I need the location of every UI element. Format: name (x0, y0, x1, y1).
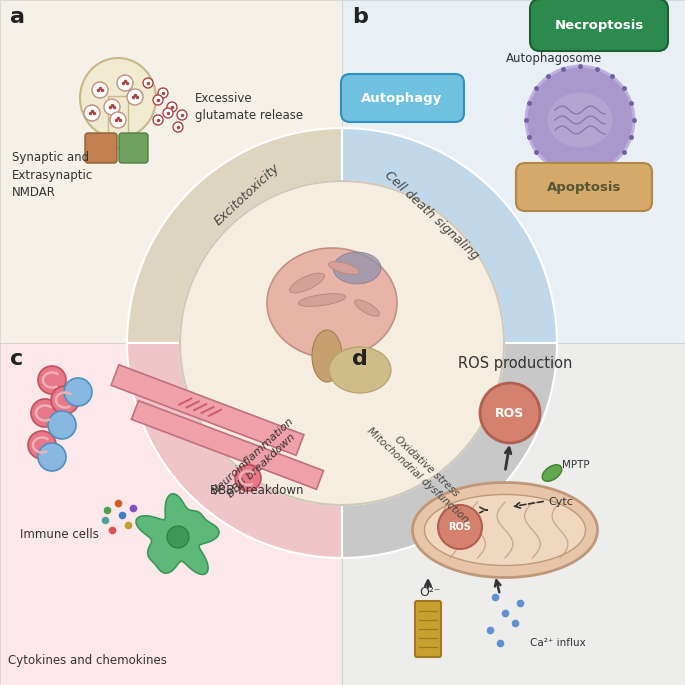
Text: BBB breakdown: BBB breakdown (210, 484, 303, 497)
FancyBboxPatch shape (85, 133, 117, 163)
Circle shape (104, 99, 120, 115)
Text: MPTP: MPTP (562, 460, 590, 470)
Circle shape (143, 78, 153, 88)
Text: Excessive
glutamate release: Excessive glutamate release (195, 92, 303, 122)
Text: Oxidative stress
Mitochondrial dysfunction: Oxidative stress Mitochondrial dysfuncti… (365, 417, 479, 525)
Circle shape (92, 82, 108, 98)
Text: Immune cells: Immune cells (20, 529, 99, 542)
Text: ROS production: ROS production (458, 356, 572, 371)
Bar (0, 0, 342, 343)
Circle shape (127, 89, 143, 105)
Text: Apoptosis: Apoptosis (547, 181, 621, 193)
Ellipse shape (355, 300, 379, 316)
Text: ROS: ROS (495, 406, 525, 419)
Text: d: d (352, 349, 368, 369)
Circle shape (177, 110, 187, 120)
Ellipse shape (298, 294, 346, 306)
Circle shape (173, 122, 183, 132)
Polygon shape (132, 401, 323, 489)
Wedge shape (127, 128, 342, 343)
Ellipse shape (80, 58, 156, 138)
Circle shape (153, 95, 163, 105)
Circle shape (31, 399, 59, 427)
Ellipse shape (543, 464, 562, 482)
Ellipse shape (329, 262, 360, 275)
Bar (342, 0, 685, 343)
Text: Autophagy: Autophagy (362, 92, 443, 105)
Text: ROS: ROS (449, 522, 471, 532)
Polygon shape (111, 364, 304, 456)
Polygon shape (425, 495, 586, 566)
Circle shape (480, 383, 540, 443)
Bar (108, 96, 128, 148)
Circle shape (110, 112, 126, 128)
Circle shape (235, 465, 261, 491)
Circle shape (158, 88, 168, 98)
FancyBboxPatch shape (341, 74, 464, 122)
Text: c: c (10, 349, 23, 369)
Bar (342, 343, 685, 685)
FancyBboxPatch shape (530, 0, 668, 51)
Circle shape (64, 378, 92, 406)
Ellipse shape (290, 273, 325, 293)
Wedge shape (342, 128, 557, 343)
Circle shape (38, 443, 66, 471)
Text: Ca²⁺ influx: Ca²⁺ influx (530, 638, 586, 648)
Circle shape (167, 526, 189, 548)
Circle shape (48, 411, 76, 439)
Wedge shape (342, 343, 557, 558)
Circle shape (117, 75, 133, 91)
Circle shape (167, 102, 177, 112)
Circle shape (28, 431, 56, 459)
Circle shape (38, 366, 66, 394)
Text: b: b (352, 7, 368, 27)
FancyBboxPatch shape (415, 601, 441, 657)
Text: O²⁻: O²⁻ (419, 586, 440, 599)
Circle shape (438, 505, 482, 549)
Text: Excitotoxicity: Excitotoxicity (212, 162, 282, 228)
Bar (0, 343, 342, 685)
Circle shape (163, 108, 173, 118)
Text: Autophagosome: Autophagosome (506, 51, 602, 64)
Text: Cell death signaling: Cell death signaling (382, 168, 482, 262)
Ellipse shape (329, 347, 391, 393)
Wedge shape (127, 343, 342, 558)
Text: Neuroinflammation
BBB breakdown: Neuroinflammation BBB breakdown (210, 416, 304, 506)
Text: Necroptosis: Necroptosis (554, 18, 644, 32)
Text: Cytc: Cytc (548, 497, 573, 507)
Circle shape (84, 105, 100, 121)
Text: Cytokines and chemokines: Cytokines and chemokines (8, 654, 167, 667)
Circle shape (526, 66, 634, 174)
Polygon shape (136, 494, 219, 575)
FancyBboxPatch shape (516, 163, 652, 211)
Ellipse shape (333, 252, 381, 284)
FancyBboxPatch shape (119, 133, 148, 163)
Ellipse shape (547, 92, 612, 147)
Ellipse shape (312, 330, 342, 382)
Circle shape (153, 115, 163, 125)
Text: Synaptic and
Extrasynaptic
NMDAR: Synaptic and Extrasynaptic NMDAR (12, 151, 93, 199)
Polygon shape (412, 482, 597, 577)
Circle shape (51, 386, 79, 414)
Text: a: a (10, 7, 25, 27)
Circle shape (180, 181, 504, 505)
Ellipse shape (267, 248, 397, 358)
